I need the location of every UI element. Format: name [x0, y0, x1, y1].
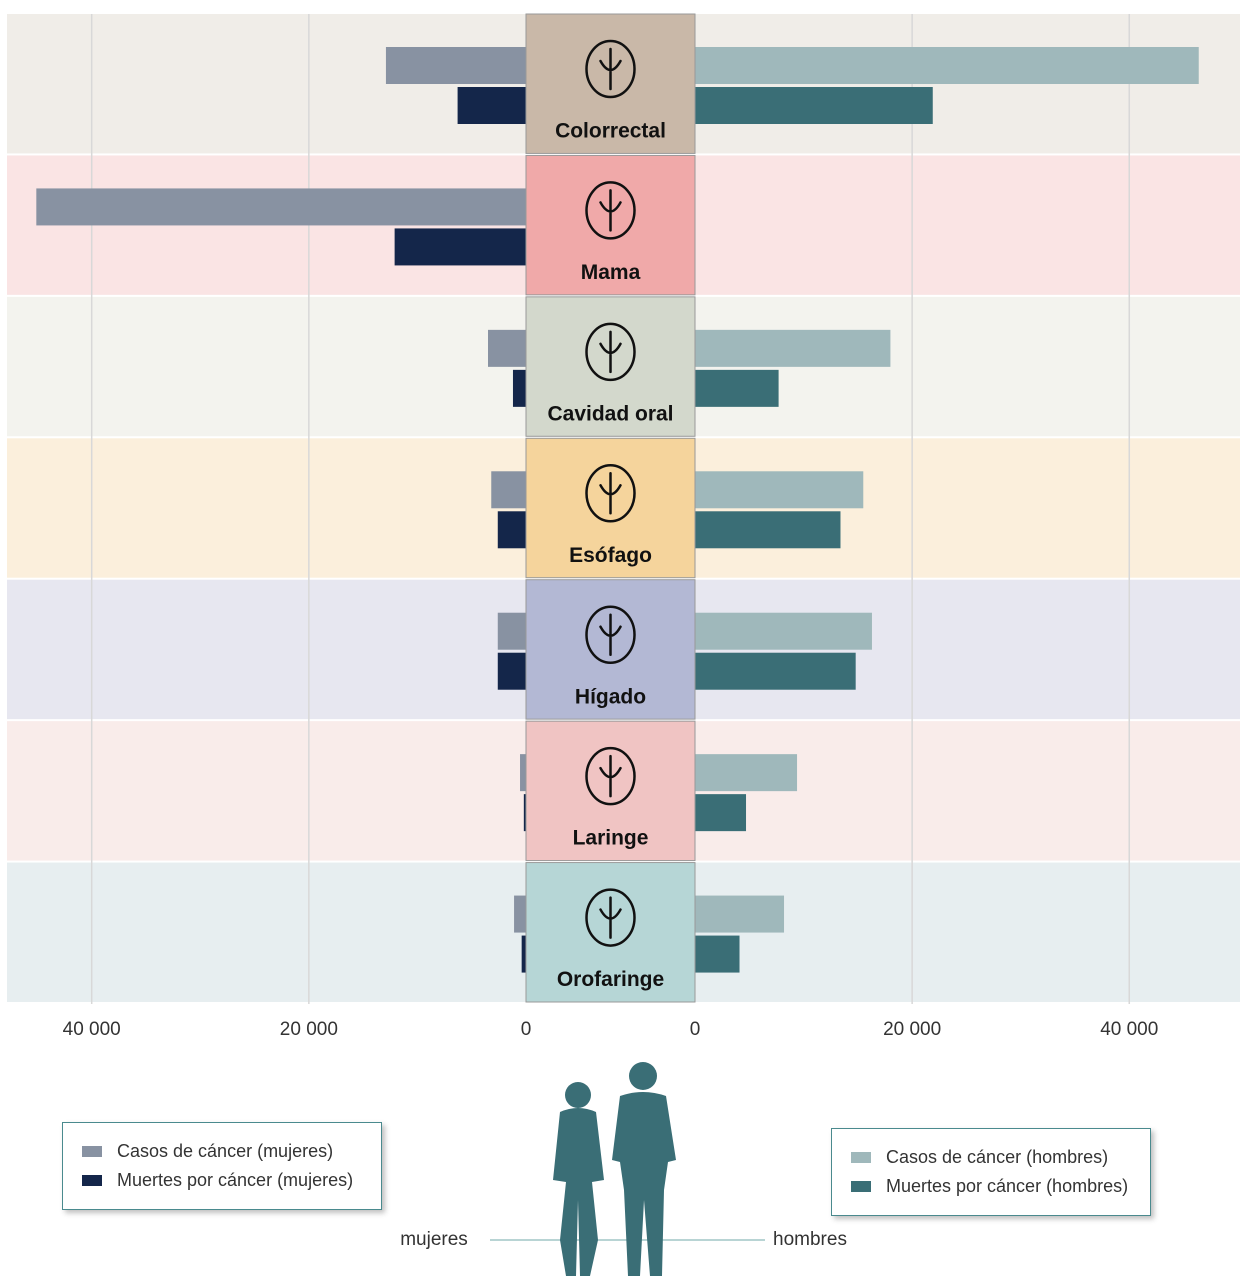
category-icon	[585, 39, 636, 99]
bar	[695, 652, 856, 690]
category-icon	[585, 746, 636, 806]
legend-swatch	[81, 1174, 103, 1187]
bar	[36, 188, 527, 226]
people-silhouettes	[490, 1062, 765, 1276]
legend-item: Muertes por cáncer (hombres)	[850, 1172, 1132, 1201]
category-icon	[585, 464, 636, 523]
bar	[385, 47, 526, 84]
icon-detail	[599, 330, 622, 374]
category-icon	[585, 181, 636, 240]
legend-item: Muertes por cáncer (mujeres)	[81, 1166, 363, 1195]
bar	[487, 329, 526, 367]
side-label: hombres	[773, 1229, 847, 1250]
bar	[523, 794, 526, 832]
woman-body	[553, 1108, 604, 1276]
category-icon	[585, 322, 636, 382]
man-body	[612, 1092, 676, 1276]
category-label: Cavidad oral	[547, 402, 673, 425]
category-label: Esófago	[569, 544, 652, 567]
icon-detail	[599, 47, 622, 91]
legend-item: Casos de cáncer (mujeres)	[81, 1137, 363, 1166]
woman-head	[565, 1082, 591, 1108]
icon-detail	[599, 472, 622, 515]
bar	[497, 652, 526, 690]
legend-label: Muertes por cáncer (mujeres)	[117, 1170, 354, 1190]
bar	[695, 329, 891, 367]
icon-outline	[585, 181, 636, 240]
x-tick-label: 40 000	[1100, 1019, 1158, 1040]
bar	[491, 471, 526, 509]
icon-outline	[585, 322, 636, 382]
bar	[497, 511, 526, 549]
bar	[695, 471, 864, 509]
category-label: Orofaringe	[557, 968, 664, 991]
legend-label: Casos de cáncer (mujeres)	[117, 1141, 334, 1161]
legend-swatch	[850, 1151, 872, 1164]
bar	[457, 87, 526, 124]
icon-outline	[585, 746, 636, 806]
icon-outline	[585, 464, 636, 523]
x-tick-label: 0	[521, 1019, 532, 1040]
category-label: Mama	[581, 261, 641, 284]
icon-detail	[599, 754, 622, 798]
bar	[695, 895, 785, 933]
icon-outline	[585, 605, 636, 664]
category-label: Hígado	[575, 685, 646, 708]
icon-detail	[599, 896, 622, 939]
category-icon	[585, 888, 636, 947]
bar	[695, 612, 872, 650]
category-label: Laringe	[573, 827, 649, 850]
icon-outline	[585, 888, 636, 947]
bar	[695, 87, 933, 124]
bar	[695, 47, 1199, 84]
bar	[695, 935, 740, 973]
bar	[695, 511, 841, 549]
legend-item: Casos de cáncer (hombres)	[850, 1143, 1132, 1172]
bar	[512, 369, 526, 407]
legend-label: Muertes por cáncer (hombres)	[886, 1176, 1129, 1196]
x-tick-label: 20 000	[280, 1019, 338, 1040]
legend-swatch	[850, 1180, 872, 1193]
bar	[497, 612, 526, 650]
side-label: mujeres	[400, 1229, 468, 1250]
legend: Casos de cáncer (hombres) Muertes por cán…	[831, 1128, 1151, 1216]
legend-swatch	[81, 1145, 103, 1158]
bar	[521, 935, 526, 973]
legend-label: Casos de cáncer (hombres)	[886, 1147, 1109, 1167]
bar	[695, 794, 747, 832]
man-head	[629, 1062, 657, 1090]
x-tick-label: 20 000	[883, 1019, 941, 1040]
bar	[394, 228, 526, 266]
icon-detail	[599, 613, 622, 656]
icon-detail	[599, 189, 622, 232]
x-tick-label: 0	[690, 1019, 701, 1040]
category-icon	[585, 605, 636, 664]
bar	[520, 754, 526, 792]
bar	[514, 895, 526, 933]
category-label: Colorrectal	[555, 120, 666, 143]
x-tick-label: 40 000	[63, 1019, 121, 1040]
bar	[695, 369, 779, 407]
bar	[695, 754, 798, 792]
legend: Casos de cáncer (mujeres) Muertes por cán…	[62, 1122, 382, 1210]
icon-outline	[585, 39, 636, 99]
